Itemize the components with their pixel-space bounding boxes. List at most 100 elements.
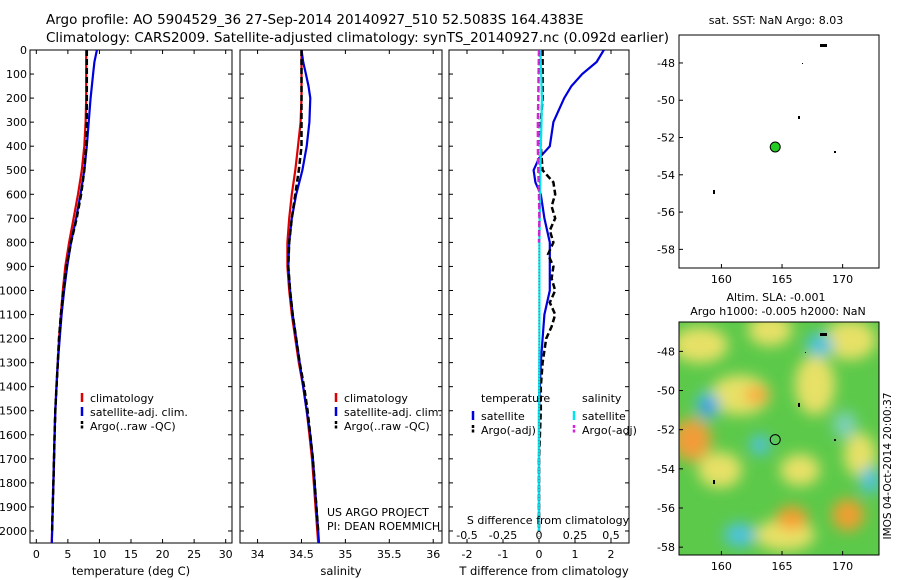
island-mark (820, 44, 827, 47)
salinity-xlabel: salinity (320, 564, 361, 578)
salinity-legend-label: climatology (344, 392, 408, 405)
pressure-tick-label: 2000 (0, 525, 27, 538)
temperature-xlabel: temperature (deg C) (72, 564, 190, 578)
credit-pi: PI: DEAN ROEMMICH (327, 520, 440, 533)
sla-anomaly-region (832, 499, 864, 531)
salinity-xtick-label: 35.5 (377, 548, 402, 561)
island-mark (820, 333, 827, 336)
pressure-tick-label: 800 (6, 236, 27, 249)
pressure-tick-label: 1600 (0, 429, 27, 442)
sst-ytick-label: -58 (657, 243, 675, 256)
pressure-tick-label: 300 (6, 116, 27, 129)
sst-ytick-label: -52 (657, 132, 675, 145)
island-mark (798, 403, 800, 407)
pressure-tick-label: 1100 (0, 309, 27, 322)
temperature-xtick-label: 30 (219, 548, 233, 561)
sst-ytick-label: -50 (657, 94, 675, 107)
difference-xtick-label: -2 (462, 548, 473, 561)
sst-map-title: sat. SST: NaN Argo: 8.03 (709, 14, 843, 27)
float-position-marker (769, 141, 781, 153)
sla-xtick-label: 160 (711, 560, 732, 573)
pressure-tick-label: 1700 (0, 453, 27, 466)
pressure-tick-label: 700 (6, 212, 27, 225)
sla-ytick-label: -50 (657, 385, 675, 398)
imos-timestamp: IMOS 04-Oct-2014 20:00:37 (882, 392, 894, 539)
sla-anomaly-region (795, 355, 835, 415)
sla-anomaly-region (745, 387, 769, 403)
sla-ytick-label: -52 (657, 424, 675, 437)
difference-xtick-label: 1 (572, 548, 579, 561)
island-mark (798, 116, 800, 119)
salinity-xtick-label: 35 (338, 548, 352, 561)
sla-ytick-label: -54 (657, 463, 675, 476)
sla-xtick-label: 165 (772, 560, 793, 573)
island-mark (802, 63, 803, 64)
sdiff-tick-label: -0.25 (489, 529, 517, 542)
salinity-legend-label: satellite-adj. clim. (344, 406, 442, 419)
sla-anomaly-region (702, 400, 714, 414)
temperature-xtick-label: 0 (33, 548, 40, 561)
diff-legend-salinity-header: salinity (582, 392, 622, 405)
temperature-legend-label: Argo(..raw -QC) (90, 420, 176, 433)
sla-anomaly-region (750, 435, 770, 455)
temperature-xtick-label: 20 (156, 548, 170, 561)
sst-ytick-label: -56 (657, 206, 675, 219)
pressure-tick-label: 1800 (0, 477, 27, 490)
float-position-marker (769, 434, 781, 446)
figure-subtitle: Climatology: CARS2009. Satellite-adjuste… (46, 30, 669, 46)
sst-xtick-label: 170 (832, 273, 853, 286)
island-mark (713, 190, 715, 194)
sst-xtick-label: 165 (772, 273, 793, 286)
temperature-xtick-label: 10 (92, 548, 106, 561)
salinity-axes-frame (239, 49, 443, 544)
sla-anomaly-region (776, 506, 808, 530)
sla-ytick-label: -56 (657, 502, 675, 515)
sla-xtick-label: 170 (832, 560, 853, 573)
temperature-xtick-label: 15 (124, 548, 138, 561)
pressure-tick-label: 1000 (0, 284, 27, 297)
sla-anomaly-region (698, 452, 742, 488)
sla-anomaly-region (824, 322, 876, 360)
sla-anomaly-region (833, 411, 857, 439)
sst-map-frame (678, 34, 880, 269)
sla-anomaly-region (806, 333, 834, 357)
pressure-tick-label: 0 (20, 44, 27, 57)
sla-map-frame (678, 321, 880, 556)
sla-anomaly-region (679, 327, 728, 363)
pressure-tick-label: 200 (6, 92, 27, 105)
sla-anomaly-region (860, 466, 879, 494)
pressure-tick-label: 1500 (0, 405, 27, 418)
sla-map-title: Altim. SLA: -0.001 (726, 291, 825, 304)
difference-series-salinity-argo-adj- (536, 50, 541, 243)
salinity-xtick-label: 34 (251, 548, 265, 561)
pressure-tick-label: 1300 (0, 357, 27, 370)
sst-ytick-label: -48 (657, 57, 675, 70)
sla-map-subtitle: Argo h1000: -0.005 h2000: NaN (690, 305, 866, 318)
difference-xtick-label: 0 (536, 548, 543, 561)
diff-legend-t-label: Argo(-adj) (481, 424, 536, 437)
pressure-tick-label: 600 (6, 188, 27, 201)
sla-ytick-label: -48 (657, 345, 675, 358)
sla-anomaly-region (844, 433, 876, 477)
temperature-legend-label: climatology (90, 392, 154, 405)
difference-xlabel: T difference from climatology (458, 564, 629, 578)
sst-ytick-label: -54 (657, 169, 675, 182)
salinity-xtick-label: 36 (426, 548, 440, 561)
diff-legend-s-label: satellite (582, 410, 626, 423)
island-mark (805, 352, 806, 353)
sla-anomaly-region (710, 375, 770, 415)
island-mark (834, 151, 836, 153)
temperature-xtick-label: 25 (187, 548, 201, 561)
credit-project: US ARGO PROJECT (327, 506, 429, 519)
difference-xtick-label: -1 (498, 548, 509, 561)
difference-xtick-label: 2 (608, 548, 615, 561)
sla-heatmap (679, 322, 879, 555)
difference-series-temperature-argo-adj- (537, 50, 557, 531)
salinity-xtick-label: 34.5 (289, 548, 314, 561)
pressure-tick-label: 400 (6, 140, 27, 153)
sdiff-tick-label: 0.25 (563, 529, 588, 542)
temperature-xtick-label: 5 (64, 548, 71, 561)
diff-legend-temperature-header: temperature (481, 392, 550, 405)
sst-xtick-label: 160 (711, 273, 732, 286)
